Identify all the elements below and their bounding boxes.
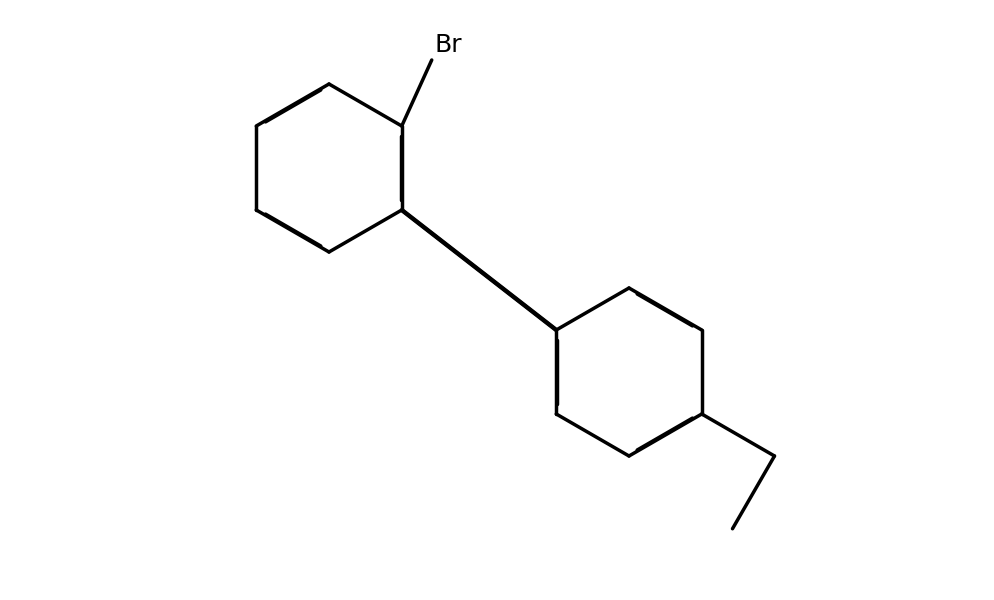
- Text: Br: Br: [434, 33, 462, 57]
